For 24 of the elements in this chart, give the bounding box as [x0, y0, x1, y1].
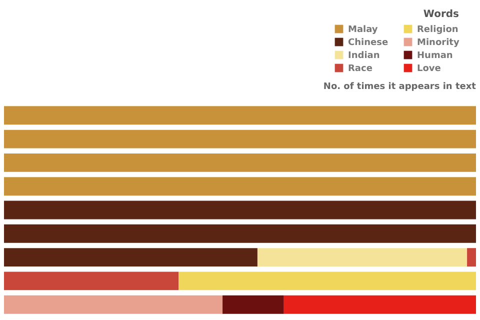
bar [284, 295, 476, 314]
bar [4, 272, 179, 290]
legend-label: Chinese [348, 38, 388, 48]
bar [4, 130, 476, 148]
bar [467, 248, 476, 267]
bar [4, 224, 476, 243]
bar [4, 153, 476, 172]
legend-label: Religion [417, 25, 458, 35]
legend-label: Love [417, 64, 441, 74]
bar [4, 177, 476, 196]
legend-label: Indian [348, 51, 380, 61]
bar [4, 200, 476, 220]
legend-label: Race [348, 64, 372, 74]
bar [4, 295, 223, 314]
bar [4, 248, 258, 267]
bar [257, 248, 468, 267]
legend-label: Minority [417, 38, 460, 48]
bar [222, 295, 284, 314]
legend-label: Malay [348, 25, 378, 35]
legend-title: Words [423, 9, 460, 20]
legend-label: Human [417, 51, 453, 61]
chart-subtitle: No. of times it appears in text [323, 82, 477, 92]
bar [178, 272, 476, 290]
bar [4, 106, 476, 125]
